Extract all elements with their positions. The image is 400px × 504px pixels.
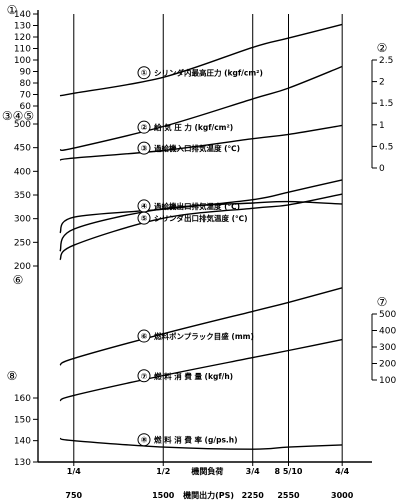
axis-marker-6: ⑥ <box>13 273 24 287</box>
sfc-left-label-150: 150 <box>14 415 31 425</box>
label-marker-3-ring <box>137 141 151 155</box>
sfc-left-label-160: 160 <box>14 394 31 404</box>
top-right-label-1.5: 1.5 <box>379 99 393 109</box>
load-label-3: 8 5/10 <box>275 467 303 476</box>
label-marker-1-text: ① <box>141 69 148 78</box>
label-marker-8: ⑧ <box>137 433 151 447</box>
label-marker-5-text: ⑤ <box>141 214 148 223</box>
top-left-label-100: 100 <box>14 56 31 66</box>
pump-right-label-100: 100 <box>379 376 396 386</box>
curve-3 <box>59 124 343 161</box>
output-label-3000: 3000 <box>331 491 354 500</box>
label-marker-3-text: ③ <box>141 144 148 153</box>
top-left-label-120: 120 <box>14 33 31 43</box>
temp-left-label-350: 350 <box>14 191 31 201</box>
axis-marker-8: ⑧ <box>7 369 18 383</box>
curve-2 <box>59 65 343 152</box>
top-left-label-110: 110 <box>14 45 31 55</box>
top-right-label-2: 2 <box>379 78 385 88</box>
output-label-2550: 2550 <box>277 491 300 500</box>
temp-left-label-400: 400 <box>14 167 31 177</box>
label-marker-1-ring <box>137 66 151 80</box>
label-marker-7: ⑦ <box>137 369 151 383</box>
output-label-1500: 1500 <box>152 491 175 500</box>
label-marker-6-ring <box>137 329 151 343</box>
curve-5b <box>59 193 343 261</box>
top-left-label-70: 70 <box>20 91 32 101</box>
label-text-1: シリンダ内最高圧力 (kgf/cm²) <box>154 68 263 78</box>
top-left-label-80: 80 <box>20 79 32 89</box>
temp-left-label-200: 200 <box>14 262 31 272</box>
load-label-2: 3/4 <box>246 467 260 476</box>
sfc-left-label-140: 140 <box>14 437 31 447</box>
label-marker-6: ⑥ <box>137 329 151 343</box>
top-left-label-90: 90 <box>20 68 32 78</box>
top-right-label-1: 1 <box>379 121 385 131</box>
top-right-label-2.5: 2.5 <box>379 56 393 66</box>
label-marker-5: ⑤ <box>137 211 151 225</box>
axis-ticks: 6070809010011012013014000.511.522.520025… <box>2 3 397 468</box>
temp-left-label-450: 450 <box>14 144 31 154</box>
pump-right-label-300: 300 <box>379 343 396 353</box>
pump-right-label-200: 200 <box>379 360 396 370</box>
label-marker-7-text: ⑦ <box>141 372 148 381</box>
label-marker-2-text: ② <box>141 123 148 132</box>
data-curves <box>59 23 343 450</box>
label-marker-3: ③ <box>137 141 151 155</box>
label-text-5: シリンダ出口排気温度 (℃) <box>154 213 248 223</box>
label-marker-2: ② <box>137 120 151 134</box>
label-text-2: 給 気 圧 力 (kgf/cm²) <box>154 122 233 132</box>
label-marker-5-ring <box>137 211 151 225</box>
label-text-6: 燃料ポンプラック目盛 (mm) <box>154 331 254 341</box>
top-left-label-140: 140 <box>14 10 31 20</box>
curve-labels: ① シリンダ内最高圧力 (kgf/cm²)② 給 気 圧 力 (kgf/cm²)③ 過… <box>137 66 263 447</box>
temp-left-label-300: 300 <box>14 215 31 225</box>
top-right-label-0: 0 <box>379 164 385 174</box>
label-text-3: 過給機入口排気温度 (℃) <box>154 143 240 153</box>
temp-left-label-250: 250 <box>14 238 31 248</box>
temp-left-label-500: 500 <box>14 120 31 130</box>
label-text-8: 燃 料 消 費 率 (g/ps.h) <box>154 435 238 445</box>
pump-right-label-500: 500 <box>379 310 396 320</box>
label-marker-7-ring <box>137 369 151 383</box>
label-marker-6-text: ⑥ <box>141 332 148 341</box>
label-text-4: 過給機出口排気温度 (℃) <box>154 201 240 211</box>
label-text-7: 燃 料 消 費 量 (kgf/h) <box>154 371 233 381</box>
sfc-left-label-130: 130 <box>14 458 31 468</box>
top-left-label-60: 60 <box>20 102 32 112</box>
label-marker-4-text: ④ <box>141 202 148 211</box>
output-label-750: 750 <box>65 491 82 500</box>
top-right-label-0.5: 0.5 <box>379 142 393 152</box>
curve-7 <box>59 338 343 402</box>
label-marker-8-text: ⑧ <box>141 436 148 445</box>
axis-marker-345: ③④⑤ <box>2 109 34 123</box>
curve-5 <box>59 200 343 252</box>
curve-8 <box>59 437 343 450</box>
axis-marker-7: ⑦ <box>377 295 388 309</box>
load-axis-title: 機関負荷 <box>191 466 223 476</box>
curve-1 <box>59 23 343 97</box>
label-marker-4: ④ <box>137 199 151 213</box>
load-label-0: 1/4 <box>67 467 81 476</box>
label-marker-2-ring <box>137 120 151 134</box>
chart-frame <box>37 10 372 463</box>
curve-6 <box>59 287 343 366</box>
axis-marker-2: ② <box>377 41 388 55</box>
label-marker-1: ① <box>137 66 151 80</box>
pump-right-label-400: 400 <box>379 327 396 337</box>
load-label-1: 1/2 <box>156 467 170 476</box>
top-left-label-130: 130 <box>14 22 31 32</box>
output-label-2250: 2250 <box>242 491 265 500</box>
load-label-4: 4/4 <box>335 467 349 476</box>
vertical-gridlines <box>73 14 343 462</box>
bottom-axis: 1/4 1/2 3/4 8 5/10 4/4 750 1500 2250 2550 3000 機関負… <box>65 462 354 500</box>
axis-marker-1: ① <box>7 3 18 17</box>
label-marker-8-ring <box>137 433 151 447</box>
output-axis-title: 機関出力(PS) <box>183 490 234 500</box>
